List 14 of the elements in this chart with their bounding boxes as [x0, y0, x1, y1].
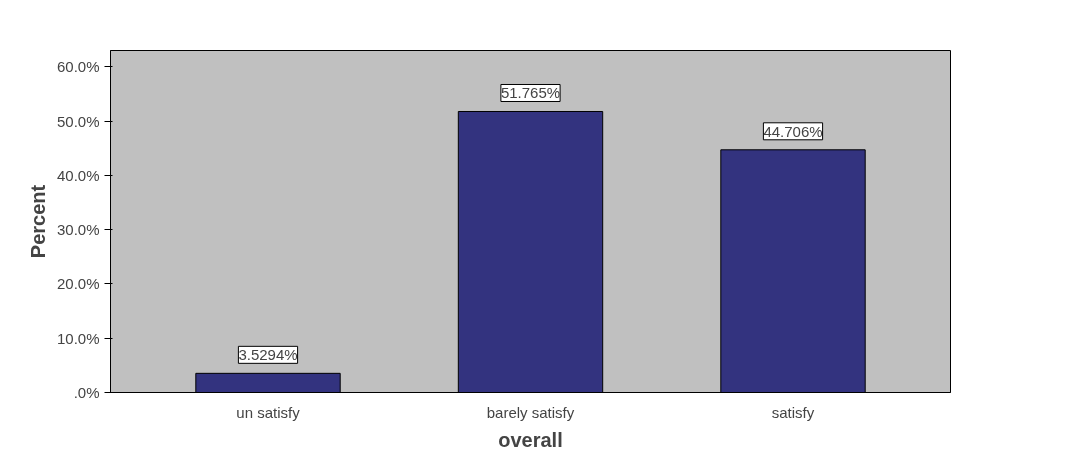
x-tick-label: un satisfy: [236, 403, 301, 421]
y-tick-label: 10.0%: [56, 329, 100, 347]
data-label: 51.765%: [500, 84, 561, 102]
y-tick-label: .0%: [73, 384, 100, 401]
y-tick-label: 40.0%: [56, 166, 100, 184]
y-tick-label: 60.0%: [56, 58, 100, 76]
y-axis-title: Percent: [26, 184, 49, 259]
y-tick-label: 50.0%: [56, 112, 100, 130]
y-tick-label: 20.0%: [56, 275, 100, 293]
data-label: 3.5294%: [238, 346, 298, 364]
y-tick-label: 30.0%: [56, 221, 100, 239]
x-tick-label: barely satisfy: [486, 403, 575, 421]
x-axis-title: overall: [498, 428, 563, 451]
x-tick-label: satisfy: [771, 403, 815, 421]
